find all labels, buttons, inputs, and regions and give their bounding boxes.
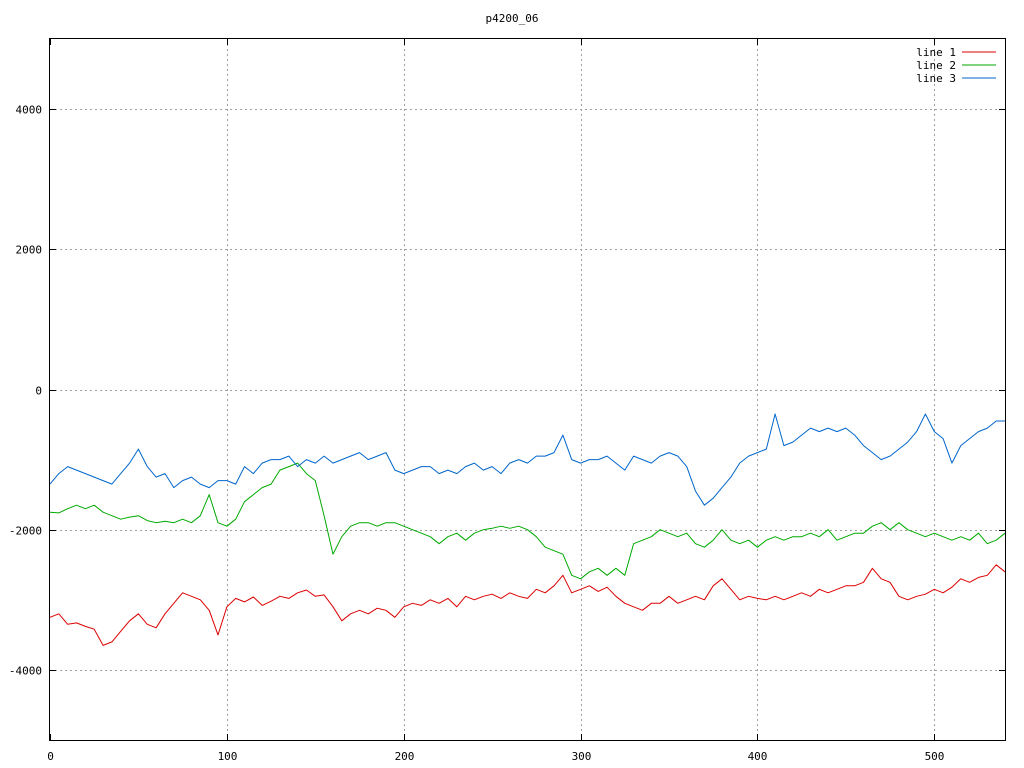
x-tick-label: 500 xyxy=(925,750,945,763)
axis-ticks: 0 100 200 300 400 500 -4000 -2000 0 2000 4000 xyxy=(9,39,1005,763)
legend-label: line 1 xyxy=(916,46,956,59)
legend-label: line 3 xyxy=(916,72,956,85)
series-line-3 xyxy=(49,413,1005,506)
x-tick-label: 400 xyxy=(748,750,768,763)
grid xyxy=(50,39,1005,740)
y-tick-label: -2000 xyxy=(9,525,42,538)
y-tick-label: -4000 xyxy=(9,665,42,678)
plot-frame xyxy=(49,38,1006,741)
y-tick-label: 4000 xyxy=(16,104,43,117)
chart-title: p4200_06 xyxy=(486,12,539,25)
series-line-1 xyxy=(49,564,1006,646)
x-tick-label: 200 xyxy=(395,750,415,763)
x-tick-label: 0 xyxy=(47,750,54,763)
series-line-2 xyxy=(49,462,1006,580)
y-tick-label: 2000 xyxy=(16,244,43,257)
x-tick-label: 300 xyxy=(572,750,592,763)
legend-label: line 2 xyxy=(916,59,956,72)
x-tick-label: 100 xyxy=(218,750,238,763)
series-lines xyxy=(49,413,1006,646)
y-tick-label: 0 xyxy=(35,385,42,398)
